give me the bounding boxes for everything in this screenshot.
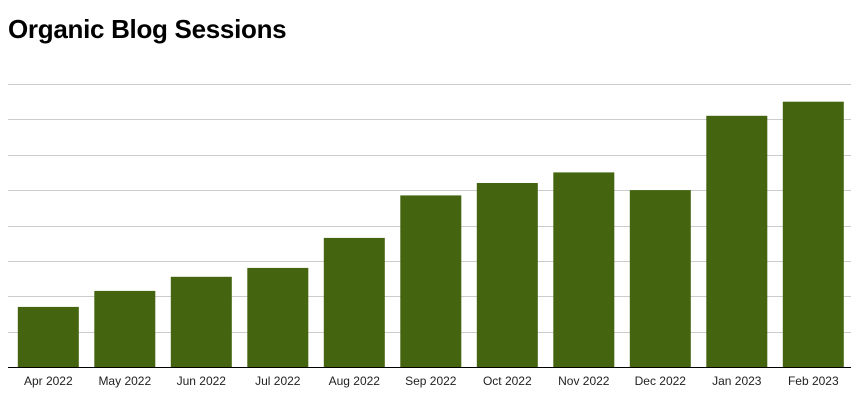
x-tick-label-3: Jul 2022	[255, 374, 301, 388]
bar-1	[94, 290, 156, 367]
x-tick-label-10: Feb 2023	[788, 374, 839, 388]
bar-9	[706, 115, 768, 367]
bar-6	[476, 183, 538, 367]
x-tick-label-7: Nov 2022	[558, 374, 610, 388]
x-tick-labels: Apr 2022 May 2022 Jun 2022 Jul 2022 Aug 2022…	[24, 374, 839, 388]
bar-5	[400, 195, 462, 367]
x-tick-label-1: May 2022	[98, 374, 151, 388]
x-tick-label-2: Jun 2022	[177, 374, 227, 388]
x-tick-label-8: Dec 2022	[635, 374, 687, 388]
bars	[17, 101, 844, 367]
x-tick-label-6: Oct 2022	[483, 374, 532, 388]
x-tick-label-5: Sep 2022	[405, 374, 457, 388]
bar-4	[323, 237, 385, 367]
x-tick-label-9: Jan 2023	[712, 374, 762, 388]
bar-3	[247, 267, 309, 367]
bar-2	[170, 276, 232, 367]
bar-7	[553, 172, 615, 367]
bar-8	[629, 190, 691, 367]
x-tick-label-0: Apr 2022	[24, 374, 73, 388]
bar-10	[782, 101, 844, 367]
x-tick-label-4: Aug 2022	[329, 374, 381, 388]
bar-0	[17, 306, 79, 367]
chart-title: Organic Blog Sessions	[8, 14, 287, 44]
